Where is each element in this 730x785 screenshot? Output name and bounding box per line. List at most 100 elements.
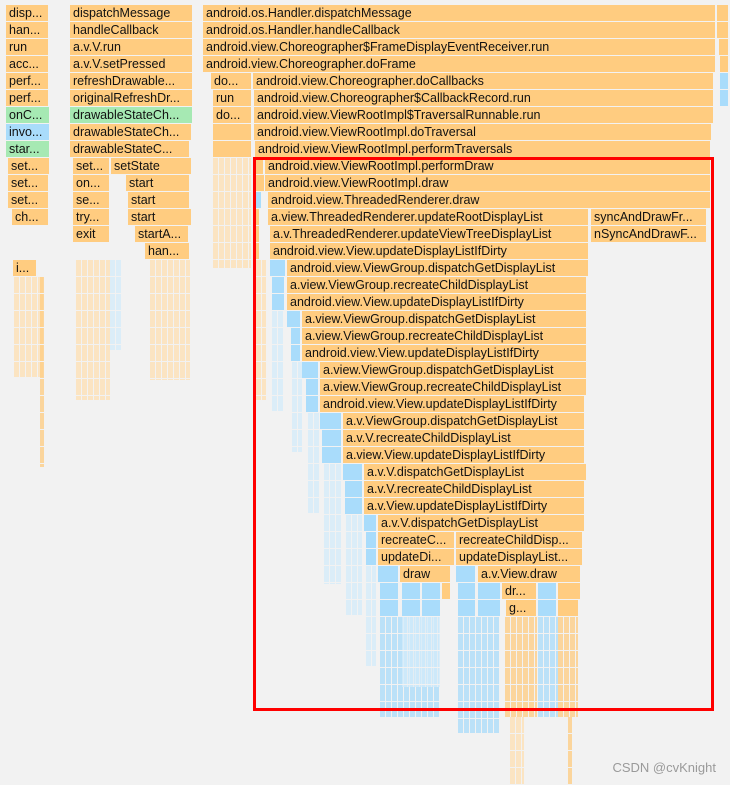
flame-frame[interactable]: drawableStateC... [70, 141, 189, 157]
flame-frame[interactable]: do... [211, 73, 251, 89]
flame-frame[interactable]: drawableStateCh... [70, 107, 192, 123]
flame-frame[interactable]: a.v.View.updateDisplayListIfDirty [364, 498, 584, 514]
flame-frame[interactable]: g... [506, 600, 536, 616]
flame-frame[interactable] [558, 600, 578, 616]
flame-frame[interactable] [366, 532, 376, 548]
flame-frame[interactable] [345, 498, 362, 514]
flame-frame[interactable]: run [6, 39, 48, 55]
flame-frame[interactable] [717, 5, 728, 21]
flame-frame[interactable]: try... [73, 209, 109, 225]
flame-frame[interactable]: a.view.ViewGroup.recreateChildDisplayLis… [302, 328, 586, 344]
flame-frame[interactable] [538, 583, 556, 599]
flame-frame[interactable]: start [128, 209, 191, 225]
flame-frame[interactable]: a.view.ViewGroup.dispatchGetDisplayList [302, 311, 586, 327]
flame-frame[interactable]: a.v.View.draw [478, 566, 580, 582]
flame-frame[interactable] [402, 600, 420, 616]
flame-frame[interactable]: start [128, 192, 189, 208]
flame-frame[interactable]: android.view.ViewRootImpl.doTraversal [254, 124, 711, 140]
flame-frame[interactable]: android.view.Choreographer$FrameDisplayE… [203, 39, 715, 55]
flame-frame[interactable]: updateDi... [378, 549, 454, 565]
flame-frame[interactable]: do... [213, 107, 251, 123]
flame-frame[interactable]: a.v.V.dispatchGetDisplayList [364, 464, 586, 480]
flame-frame[interactable] [378, 566, 398, 582]
flame-frame[interactable] [458, 583, 475, 599]
flame-frame[interactable]: a.view.View.updateDisplayListIfDirty [343, 447, 584, 463]
flame-frame[interactable] [364, 515, 376, 531]
flame-frame[interactable]: a.v.V.recreateChildDisplayList [364, 481, 584, 497]
flame-frame[interactable]: syncAndDrawFr... [591, 209, 706, 225]
flame-frame[interactable]: a.view.ViewGroup.dispatchGetDisplayList [320, 362, 586, 378]
flame-frame[interactable] [422, 583, 440, 599]
flame-frame[interactable]: updateDisplayList... [456, 549, 582, 565]
flame-frame[interactable] [322, 447, 341, 463]
flame-frame[interactable] [302, 362, 318, 378]
flame-frame[interactable] [320, 413, 341, 429]
flame-frame[interactable] [270, 260, 285, 276]
flame-frame[interactable] [442, 583, 450, 599]
flame-frame[interactable]: set... [73, 158, 109, 174]
flame-frame[interactable] [720, 90, 728, 106]
flame-frame[interactable]: draw [400, 566, 450, 582]
flame-frame[interactable] [456, 566, 475, 582]
flame-frame[interactable]: star... [6, 141, 49, 157]
flame-frame[interactable] [272, 277, 284, 293]
flame-frame[interactable] [256, 226, 259, 242]
flame-frame[interactable]: android.view.Choreographer.doFrame [203, 56, 715, 72]
flame-frame[interactable] [287, 311, 300, 327]
flame-frame[interactable]: run [213, 90, 251, 106]
flame-frame[interactable]: android.view.ThreadedRenderer.draw [268, 192, 710, 208]
flame-frame[interactable] [256, 209, 259, 225]
flame-frame[interactable] [717, 22, 728, 38]
flame-frame[interactable]: a.v.ViewGroup.dispatchGetDisplayList [343, 413, 584, 429]
flame-frame[interactable] [558, 583, 580, 599]
flame-frame[interactable]: nSyncAndDrawF... [591, 226, 706, 242]
flame-frame[interactable]: start [126, 175, 189, 191]
flame-frame[interactable]: setState [111, 158, 191, 174]
flame-frame[interactable]: onC... [6, 107, 49, 123]
flame-frame[interactable] [458, 600, 475, 616]
flame-frame[interactable] [380, 583, 398, 599]
flame-frame[interactable]: android.view.Choreographer.doCallbacks [253, 73, 713, 89]
flame-frame[interactable] [213, 124, 251, 140]
flame-frame[interactable]: a.view.ViewGroup.recreateChildDisplayLis… [287, 277, 586, 293]
flame-frame[interactable]: startA... [135, 226, 188, 242]
flame-frame[interactable] [256, 175, 264, 191]
flame-frame[interactable]: a.v.V.recreateChildDisplayList [343, 430, 584, 446]
flame-frame[interactable]: invo... [6, 124, 49, 140]
flame-frame[interactable] [402, 583, 420, 599]
flame-frame[interactable]: android.view.ViewRootImpl.performTravers… [255, 141, 710, 157]
flame-frame[interactable] [478, 600, 500, 616]
flame-frame[interactable] [380, 600, 398, 616]
flame-frame[interactable]: android.view.ViewRootImpl$TraversalRunna… [254, 107, 713, 123]
flame-frame[interactable]: android.view.View.updateDisplayListIfDir… [287, 294, 586, 310]
flame-frame[interactable]: ch... [12, 209, 48, 225]
flame-frame[interactable] [291, 328, 300, 344]
flame-frame[interactable] [345, 481, 362, 497]
flame-frame[interactable] [719, 39, 728, 55]
flame-frame[interactable]: android.view.View.updateDisplayListIfDir… [302, 345, 586, 361]
flame-frame[interactable] [422, 600, 440, 616]
flame-frame[interactable]: handleCallback [70, 22, 192, 38]
flame-frame[interactable]: perf... [6, 73, 48, 89]
flame-frame[interactable]: android.view.ViewRootImpl.draw [265, 175, 710, 191]
flame-frame[interactable]: a.v.ThreadedRenderer.updateViewTreeDispl… [270, 226, 588, 242]
flame-frame[interactable]: android.view.ViewGroup.dispatchGetDispla… [287, 260, 588, 276]
flame-frame[interactable]: android.view.Choreographer$CallbackRecor… [254, 90, 713, 106]
flame-frame[interactable]: refreshDrawable... [70, 73, 192, 89]
flame-frame[interactable] [322, 430, 341, 446]
flame-frame[interactable] [256, 192, 261, 208]
flame-frame[interactable] [272, 294, 284, 310]
flame-frame[interactable] [366, 549, 376, 565]
flame-frame[interactable]: on... [73, 175, 109, 191]
flame-frame[interactable]: a.v.V.dispatchGetDisplayList [378, 515, 584, 531]
flame-frame[interactable]: i... [13, 260, 36, 276]
flame-frame[interactable]: set... [8, 158, 49, 174]
flame-frame[interactable] [720, 56, 728, 72]
flame-frame[interactable]: exit [73, 226, 109, 242]
flame-frame[interactable]: set... [8, 175, 48, 191]
flame-frame[interactable]: han... [6, 22, 48, 38]
flame-frame[interactable] [306, 396, 318, 412]
flame-frame[interactable] [478, 583, 500, 599]
flame-frame[interactable]: a.view.ViewGroup.recreateChildDisplayLis… [320, 379, 586, 395]
flame-frame[interactable]: se... [73, 192, 109, 208]
